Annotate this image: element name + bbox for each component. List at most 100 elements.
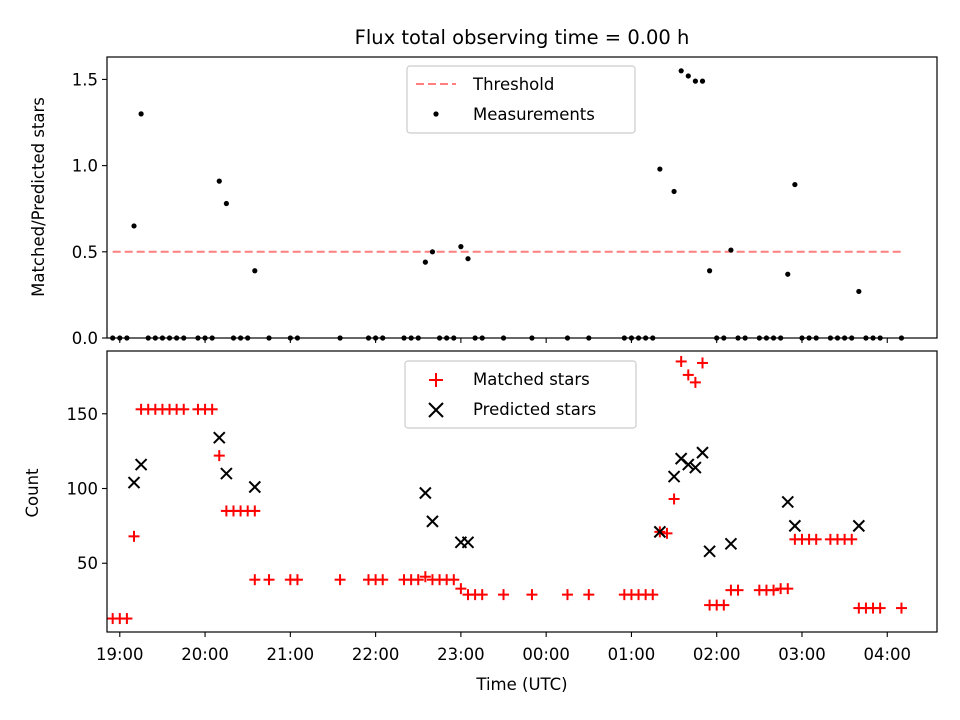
top-chart-title: Flux total observing time = 0.00 h — [355, 26, 690, 49]
matched-star-marker — [668, 493, 680, 505]
x-tick-label: 19:00 — [96, 645, 144, 664]
matched-star-marker — [846, 533, 858, 545]
matched-star-marker — [419, 571, 431, 583]
x-tick-label: 03:00 — [778, 645, 826, 664]
predicted-star-marker — [788, 519, 802, 533]
x-tick-label: 04:00 — [863, 645, 911, 664]
measurement-point — [216, 178, 222, 184]
matched-star-marker — [334, 574, 346, 586]
measurement-point — [131, 223, 137, 229]
top-y-tick-label: 1.0 — [72, 157, 98, 176]
top-y-tick-label: 0.0 — [72, 329, 98, 348]
x-tick-label: 00:00 — [522, 645, 570, 664]
measurement-point — [785, 271, 791, 277]
measurement-point — [429, 249, 436, 255]
x-tick-label: 22:00 — [352, 645, 400, 664]
matched-star-marker — [476, 589, 488, 601]
legend-predicted-swatch — [428, 402, 444, 418]
legend-matched-label: Matched stars — [473, 370, 590, 389]
predicted-star-marker — [461, 536, 475, 549]
measurement-point — [707, 268, 713, 274]
matched-star-marker — [121, 613, 133, 625]
matched-star-marker — [455, 583, 467, 595]
legend-measurements-label: Measurements — [473, 105, 595, 124]
matched-star-marker — [874, 602, 886, 614]
matched-star-marker — [263, 574, 275, 586]
matched-star-marker — [682, 369, 694, 381]
matched-star-marker — [810, 533, 822, 545]
bottom-legend: Matched stars Predicted stars — [404, 360, 637, 429]
bottom-y-tick-label: 150 — [67, 405, 99, 424]
predicted-star-marker — [213, 431, 226, 444]
predicted-star-marker — [781, 495, 794, 509]
matched-star-marker — [498, 589, 510, 601]
legend-threshold-label: Threshold — [472, 75, 554, 94]
predicted-star-marker — [220, 467, 233, 480]
bottom-y-axis-label: Count — [23, 468, 42, 518]
matched-star-marker — [291, 574, 303, 586]
matched-star-marker — [583, 589, 595, 601]
top-y-axis-label: Matched/Predicted stars — [29, 97, 48, 297]
top-plot-frame — [106, 56, 938, 339]
matched-star-marker — [768, 584, 780, 596]
measurement-point — [685, 73, 691, 79]
count-points — [107, 355, 907, 625]
matched-star-marker — [377, 574, 389, 586]
bottom-y-tick-label: 100 — [67, 480, 99, 499]
bottom-panel: Count Time (UTC) 19:00 20:00 21:00 22:00 23:… — [23, 350, 938, 694]
matched-star-marker — [249, 574, 261, 586]
x-tick-label: 01:00 — [608, 645, 656, 664]
x-tick-label: 23:00 — [437, 645, 485, 664]
x-tick-label: 21:00 — [267, 645, 315, 664]
predicted-star-marker — [724, 537, 738, 551]
matched-star-marker — [732, 584, 744, 596]
x-tick-label: 02:00 — [693, 645, 741, 664]
predicted-star-marker — [667, 470, 681, 483]
matched-star-marker — [526, 589, 538, 601]
bottom-y-tick-label: 50 — [77, 554, 98, 573]
measurement-point — [657, 166, 663, 172]
measurement-point — [699, 78, 706, 84]
measurement-point — [856, 288, 862, 295]
legend-predicted-label: Predicted stars — [473, 400, 596, 419]
measurement-point — [678, 68, 684, 74]
matched-star-marker — [178, 403, 190, 415]
top-y-tick-label: 1.5 — [72, 70, 98, 89]
measurement-point — [138, 111, 144, 117]
matched-star-marker — [661, 527, 673, 539]
matched-star-marker — [689, 376, 701, 388]
predicted-star-marker — [682, 458, 695, 471]
matched-star-marker — [206, 403, 218, 415]
matched-star-marker — [895, 602, 907, 614]
measurement-point — [422, 259, 428, 265]
measurement-point — [252, 268, 258, 274]
legend-matched-swatch — [429, 373, 443, 387]
bottom-legend-box — [404, 360, 637, 429]
matched-star-marker — [128, 530, 140, 542]
top-legend-box — [406, 65, 636, 134]
matched-star-marker — [412, 574, 424, 586]
predicted-star-marker — [426, 515, 439, 528]
matched-star-marker — [675, 355, 687, 367]
measurement-point — [728, 247, 734, 253]
predicted-star-marker — [852, 519, 866, 533]
measurement-point — [223, 200, 229, 207]
bottom-plot-frame — [106, 350, 938, 633]
matched-star-marker — [647, 589, 659, 601]
measurement-point — [465, 256, 471, 262]
matched-star-marker — [696, 357, 708, 369]
matched-star-marker — [561, 589, 573, 601]
top-panel: Flux total observing time = 0.00 h Match… — [29, 26, 938, 348]
bottom-ticks: 19:00 20:00 21:00 22:00 23:00 00:00 01:00 02:00… — [67, 405, 912, 664]
legend-measurement-swatch — [433, 111, 439, 117]
measurement-point — [671, 188, 677, 195]
measurement-point — [792, 181, 798, 188]
matched-star-marker — [718, 599, 730, 611]
top-legend: Threshold Measurements — [406, 65, 636, 134]
predicted-star-marker — [653, 525, 667, 539]
top-y-tick-label: 0.5 — [72, 243, 98, 262]
matched-star-marker — [782, 583, 794, 595]
x-tick-label: 20:00 — [181, 645, 229, 664]
measurement-point — [458, 244, 464, 250]
